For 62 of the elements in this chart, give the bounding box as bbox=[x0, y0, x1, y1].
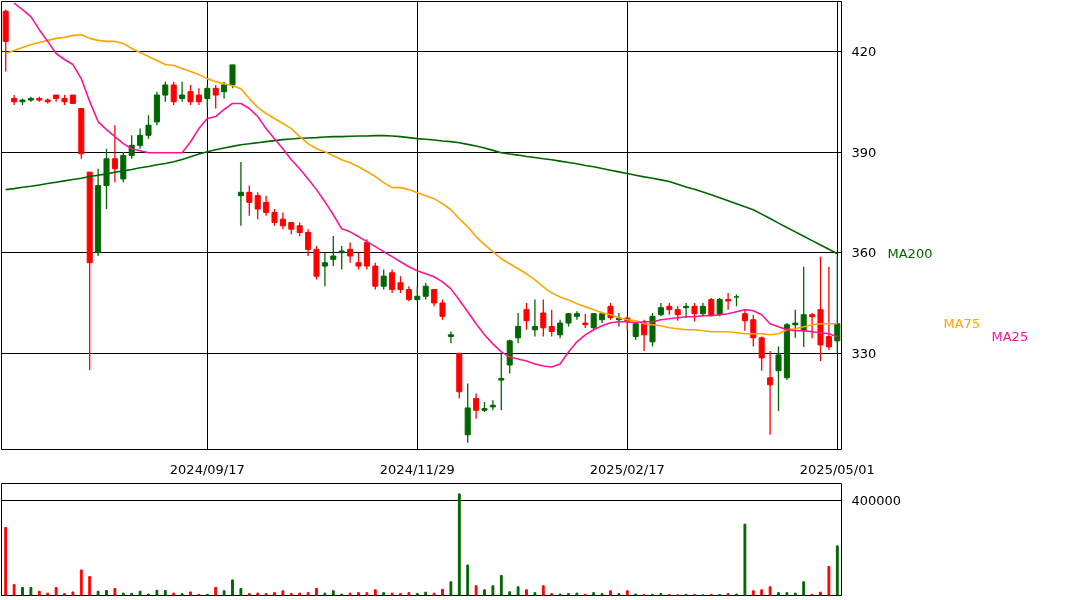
candlestick bbox=[162, 80, 169, 103]
candlestick bbox=[187, 84, 194, 106]
y-tick-label: 390 bbox=[851, 144, 877, 160]
candlestick bbox=[834, 255, 841, 354]
candlestick bbox=[825, 266, 832, 351]
candlestick bbox=[498, 352, 505, 411]
candlestick bbox=[691, 302, 698, 323]
candlestick bbox=[683, 302, 690, 319]
candlestick bbox=[473, 392, 480, 420]
candlestick bbox=[237, 161, 244, 227]
candlestick bbox=[389, 268, 396, 294]
candlestick bbox=[792, 309, 799, 339]
candlestick bbox=[11, 94, 18, 106]
candlestick bbox=[330, 235, 337, 267]
candlestick bbox=[758, 335, 765, 372]
text: MA75 bbox=[943, 316, 981, 332]
x-tick-label: 2024/09/17 bbox=[169, 461, 245, 477]
x-tick-label: 2025/02/17 bbox=[589, 461, 665, 477]
y-tick-label: 330 bbox=[851, 345, 877, 361]
candlestick bbox=[531, 298, 538, 338]
candlestick bbox=[212, 84, 219, 110]
candlestick bbox=[305, 228, 312, 257]
candlestick bbox=[111, 124, 118, 183]
candlestick bbox=[523, 302, 530, 331]
candlestick bbox=[263, 195, 270, 217]
candlestick bbox=[246, 184, 253, 217]
line-series bbox=[13, 2, 839, 368]
candlestick bbox=[439, 298, 446, 321]
y-tick-label: 360 bbox=[851, 245, 877, 261]
candlestick bbox=[179, 80, 186, 103]
x-tick-label: 2024/11/29 bbox=[379, 461, 455, 477]
candlestick bbox=[204, 84, 211, 110]
candlestick bbox=[725, 292, 732, 311]
text: MA200 bbox=[887, 246, 933, 262]
text: MA25 bbox=[991, 329, 1029, 345]
candlestick bbox=[321, 252, 328, 287]
candlestick bbox=[767, 350, 774, 436]
candlestick bbox=[447, 330, 454, 344]
candlestick bbox=[557, 319, 564, 339]
candlestick bbox=[170, 80, 177, 106]
candlestick bbox=[120, 151, 127, 183]
candlestick bbox=[809, 312, 816, 339]
candlestick bbox=[380, 268, 387, 291]
candlestick bbox=[548, 309, 555, 338]
candlestick bbox=[515, 312, 522, 344]
candlestick bbox=[372, 262, 379, 291]
candlestick bbox=[145, 114, 152, 140]
y-tick-label: 400000 bbox=[851, 493, 902, 509]
candlestick bbox=[229, 64, 236, 89]
candlestick bbox=[775, 345, 782, 412]
candlestick bbox=[338, 245, 345, 271]
candlestick bbox=[363, 238, 370, 271]
y-tick-label: 420 bbox=[851, 43, 877, 59]
candlestick bbox=[254, 191, 261, 220]
candlestick bbox=[137, 127, 144, 150]
candlestick bbox=[741, 309, 748, 332]
candlestick bbox=[540, 298, 547, 338]
candlestick bbox=[347, 241, 354, 264]
x-tick-label: 2025/05/01 bbox=[799, 461, 875, 477]
line-series bbox=[4, 134, 839, 255]
candlestick bbox=[489, 399, 496, 411]
candlestick bbox=[573, 310, 580, 321]
